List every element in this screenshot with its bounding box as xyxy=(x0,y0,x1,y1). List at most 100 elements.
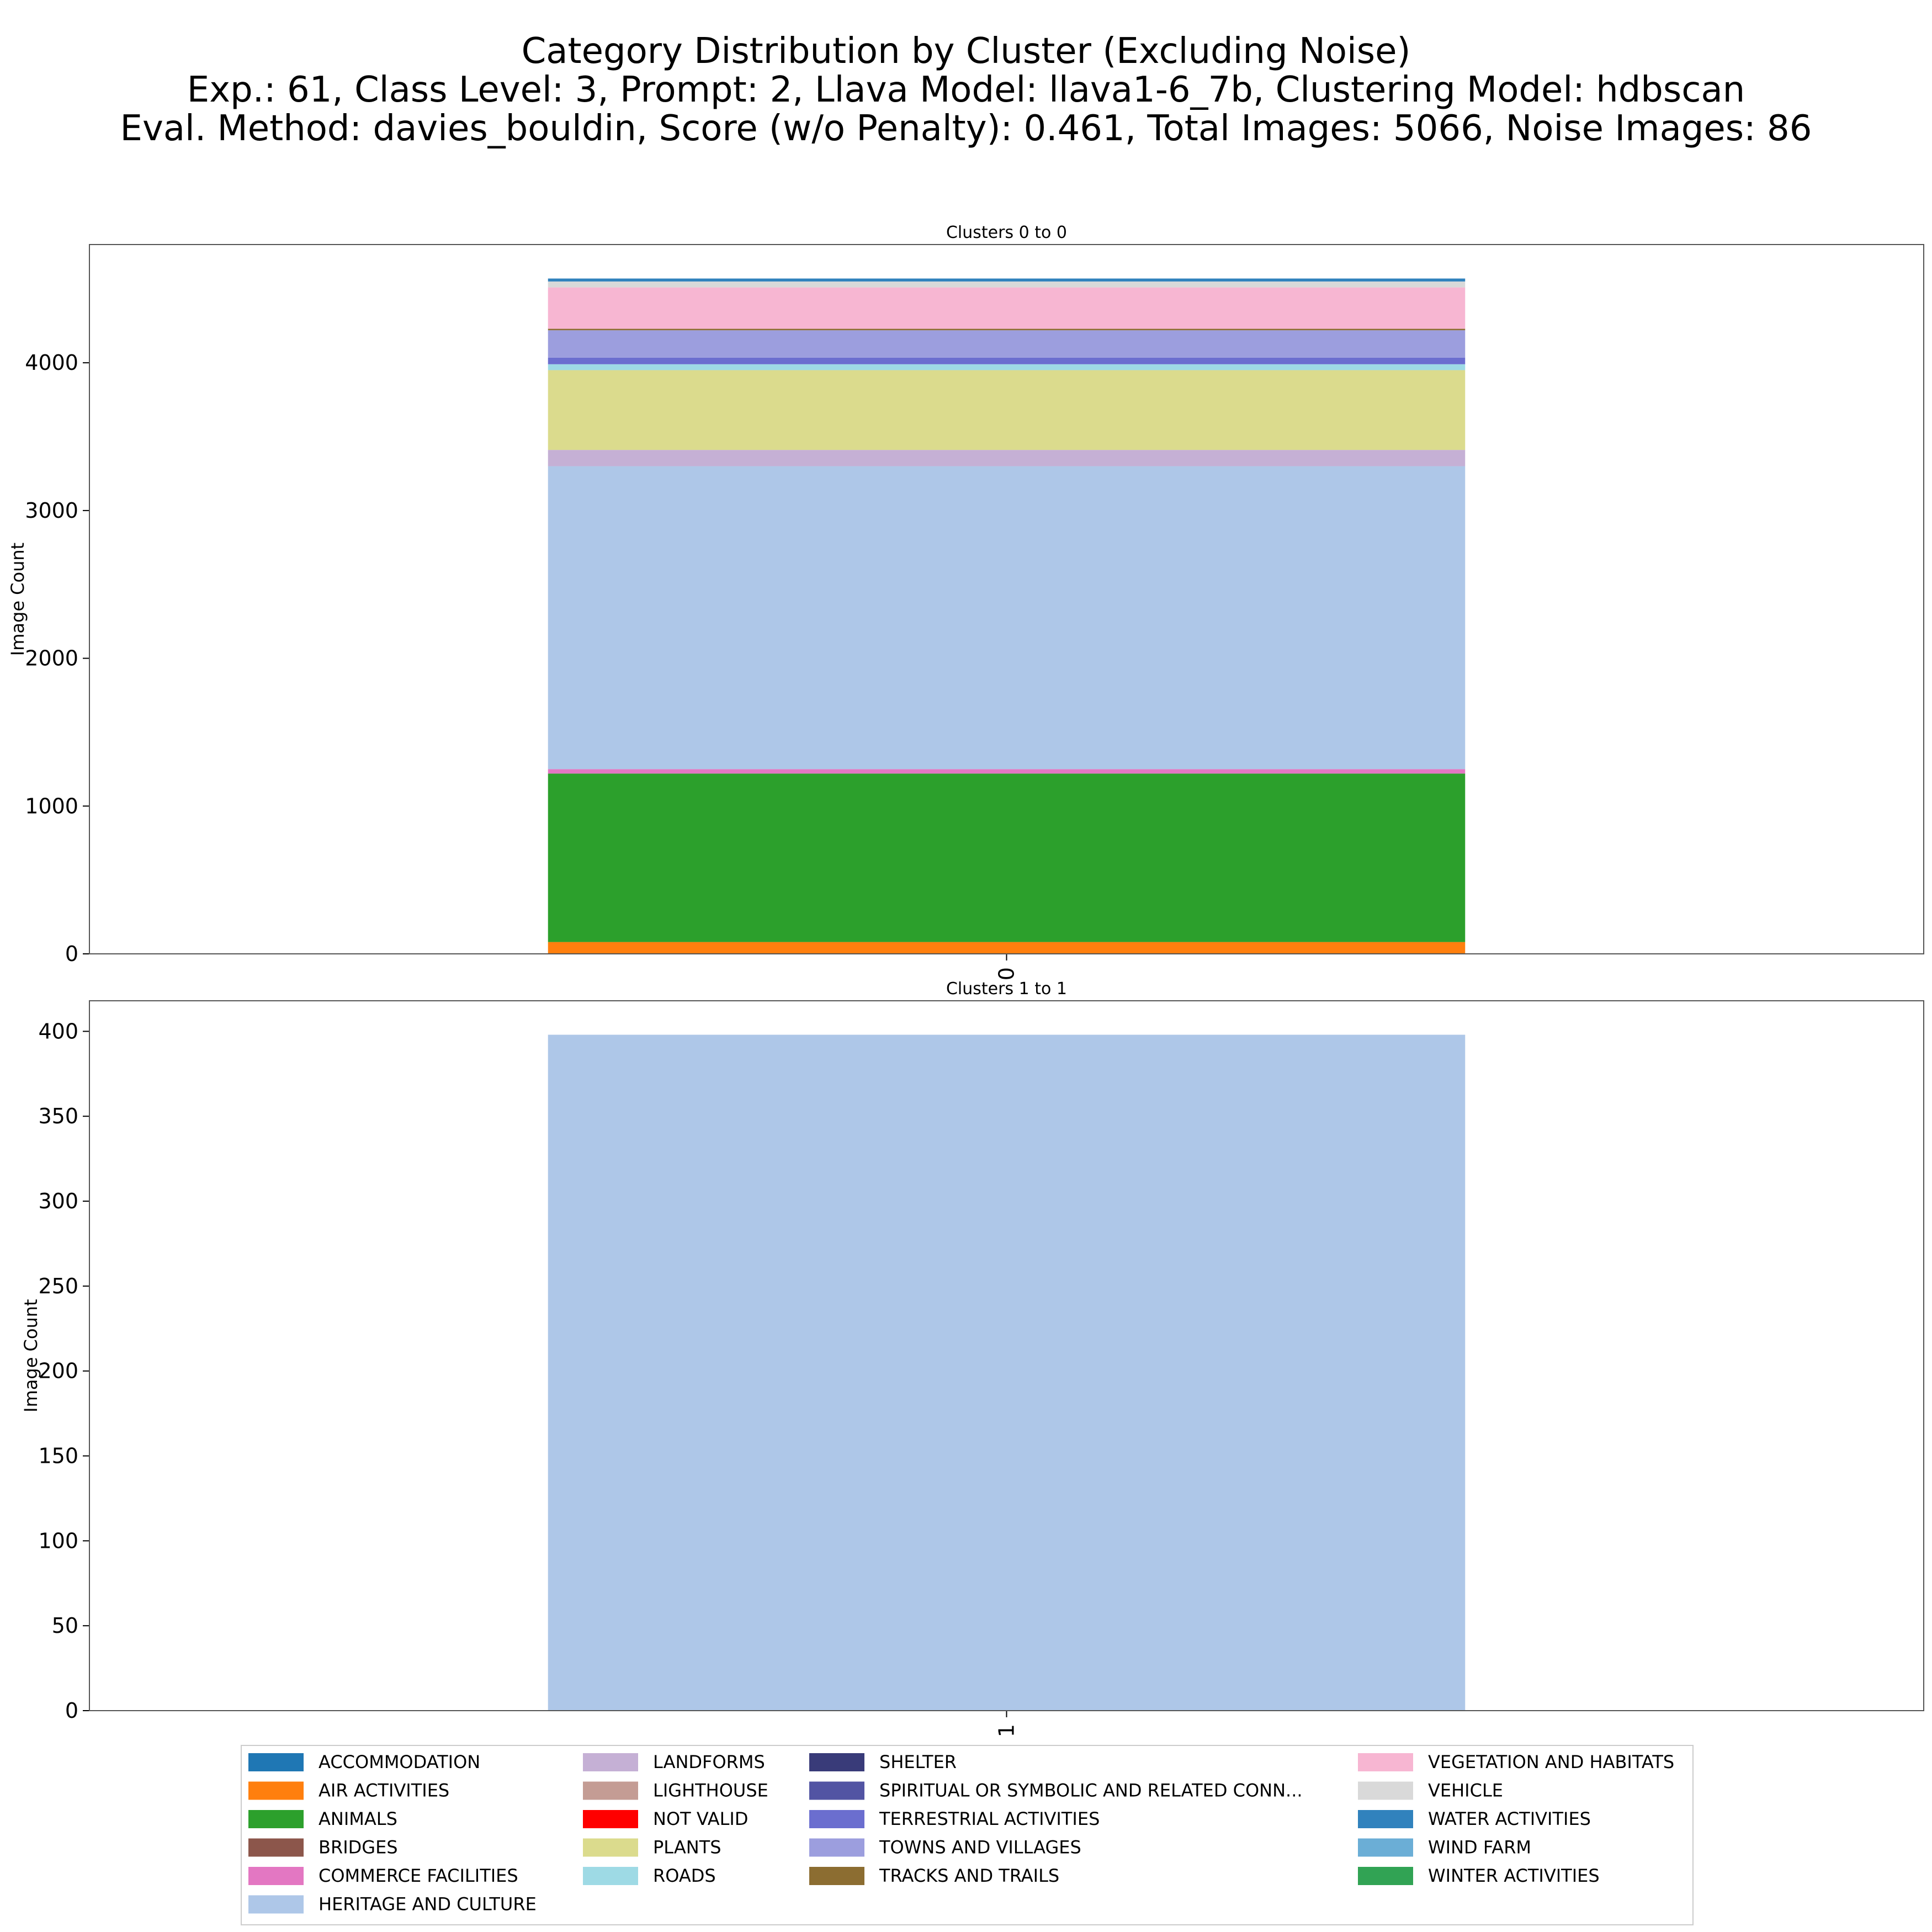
legend-item: ANIMALS xyxy=(248,1808,397,1829)
legend-label: VEHICLE xyxy=(1428,1780,1503,1801)
legend-item: ACCOMMODATION xyxy=(248,1751,480,1772)
legend-swatch xyxy=(248,1810,304,1828)
legend-swatch xyxy=(248,1867,304,1885)
y-tick-label: 2000 xyxy=(25,646,78,671)
legend-label: SHELTER xyxy=(879,1751,957,1772)
legend-label: PLANTS xyxy=(653,1837,721,1858)
figure-title-line-1: Category Distribution by Cluster (Exclud… xyxy=(522,31,1411,72)
bar-segment xyxy=(548,1034,1466,1711)
legend-label: COMMERCE FACILITIES xyxy=(319,1865,518,1886)
bar-segment xyxy=(548,278,1466,282)
chart-panel-1: Clusters 1 to 1 1 0 50 100 150 200 250 300 350 400… xyxy=(20,979,1924,1737)
legend-item: VEHICLE xyxy=(1358,1780,1503,1801)
y-tick-label: 350 xyxy=(38,1104,78,1128)
legend-label: AIR ACTIVITIES xyxy=(319,1780,449,1801)
legend-swatch xyxy=(809,1781,864,1800)
legend-item: LIGHTHOUSE xyxy=(583,1780,768,1801)
legend-swatch xyxy=(583,1838,638,1857)
legend-item: SHELTER xyxy=(809,1751,957,1772)
legend-item: AIR ACTIVITIES xyxy=(248,1780,449,1801)
axes-frame xyxy=(89,1000,1924,1711)
bar-segment xyxy=(548,773,1466,942)
legend-items: ACCOMMODATION AIR ACTIVITIES ANIMALS BRIDGE… xyxy=(248,1751,1674,1915)
axes-frame xyxy=(89,244,1924,954)
legend-swatch xyxy=(1358,1838,1413,1857)
legend-label: WIND FARM xyxy=(1428,1837,1531,1858)
legend-label: LANDFORMS xyxy=(653,1751,765,1772)
bar-segment xyxy=(548,450,1466,466)
x-tick-label: 0 xyxy=(995,967,1019,980)
legend-item: COMMERCE FACILITIES xyxy=(248,1865,518,1886)
legend-swatch xyxy=(809,1838,864,1857)
legend-swatch xyxy=(248,1753,304,1771)
legend-label: VEGETATION AND HABITATS xyxy=(1428,1751,1674,1772)
x-tick-label: 1 xyxy=(995,1724,1019,1737)
legend-item: LANDFORMS xyxy=(583,1751,765,1772)
legend-swatch xyxy=(583,1810,638,1828)
legend-swatch xyxy=(1358,1781,1413,1800)
bar-segment xyxy=(548,769,1466,774)
legend-label: NOT VALID xyxy=(653,1808,748,1829)
legend-swatch xyxy=(583,1867,638,1885)
legend-label: WATER ACTIVITIES xyxy=(1428,1808,1591,1829)
y-tick-label: 4000 xyxy=(25,351,78,375)
legend-swatch xyxy=(1358,1810,1413,1828)
legend-label: TRACKS AND TRAILS xyxy=(879,1865,1059,1886)
y-tick-label: 300 xyxy=(38,1189,78,1213)
legend-item: TERRESTRIAL ACTIVITIES xyxy=(809,1808,1100,1829)
legend-label: SPIRITUAL OR SYMBOLIC AND RELATED CONN..… xyxy=(879,1780,1303,1801)
y-tick-label: 200 xyxy=(38,1359,78,1383)
legend-label: TERRESTRIAL ACTIVITIES xyxy=(879,1808,1100,1829)
legend-item: TRACKS AND TRAILS xyxy=(809,1865,1059,1886)
y-tick-label: 400 xyxy=(38,1019,78,1043)
bar-segment xyxy=(548,370,1466,450)
legend-label: BRIDGES xyxy=(319,1837,398,1858)
figure-title-line-2: Exp.: 61, Class Level: 3, Prompt: 2, Lla… xyxy=(187,70,1745,110)
legend-item: NOT VALID xyxy=(583,1808,748,1829)
bar-segment xyxy=(548,357,1466,364)
panel-title: Clusters 0 to 0 xyxy=(946,223,1067,242)
bar-segment xyxy=(548,330,1466,358)
legend-label: TOWNS AND VILLAGES xyxy=(879,1837,1081,1858)
legend-item: SPIRITUAL OR SYMBOLIC AND RELATED CONN..… xyxy=(809,1780,1303,1801)
y-tick-label: 1000 xyxy=(25,794,78,818)
bar-segment xyxy=(548,942,1466,954)
legend-swatch xyxy=(809,1867,864,1885)
legend-swatch xyxy=(1358,1867,1413,1885)
figure-title-line-3: Eval. Method: davies_bouldin, Score (w/o… xyxy=(120,108,1812,149)
bar-segment xyxy=(548,364,1466,370)
y-axis-label: Image Count xyxy=(7,543,28,656)
bar-segment xyxy=(548,287,1466,329)
legend-item: VEGETATION AND HABITATS xyxy=(1358,1751,1674,1772)
bar-segment xyxy=(548,281,1466,288)
y-tick-label: 250 xyxy=(38,1274,78,1298)
y-tick-label: 3000 xyxy=(25,498,78,523)
legend-item: BRIDGES xyxy=(248,1837,398,1858)
legend-swatch xyxy=(248,1781,304,1800)
legend-label: ACCOMMODATION xyxy=(319,1751,480,1772)
y-tick-label: 50 xyxy=(52,1613,78,1638)
legend-swatch xyxy=(583,1753,638,1771)
legend-swatch xyxy=(248,1895,304,1914)
legend-item: HERITAGE AND CULTURE xyxy=(248,1894,537,1915)
legend: ACCOMMODATION AIR ACTIVITIES ANIMALS BRIDGE… xyxy=(241,1745,1694,1925)
legend-label: ROADS xyxy=(653,1865,716,1886)
legend-frame xyxy=(241,1745,1694,1925)
legend-item: TOWNS AND VILLAGES xyxy=(809,1837,1081,1858)
legend-swatch xyxy=(248,1838,304,1857)
legend-label: ANIMALS xyxy=(319,1808,397,1829)
y-axis-label: Image Count xyxy=(20,1299,41,1412)
legend-label: WINTER ACTIVITIES xyxy=(1428,1865,1600,1886)
legend-swatch xyxy=(1358,1753,1413,1771)
y-tick-label: 150 xyxy=(38,1444,78,1468)
legend-item: PLANTS xyxy=(583,1837,721,1858)
y-tick-label: 0 xyxy=(65,942,78,966)
legend-item: WATER ACTIVITIES xyxy=(1358,1808,1591,1829)
legend-swatch xyxy=(809,1810,864,1828)
y-tick-label: 100 xyxy=(38,1528,78,1553)
chart-panel-0: Clusters 0 to 0 0 0 1000 2000 3000 4000 Image C… xyxy=(7,223,1924,980)
y-tick-label: 0 xyxy=(65,1699,78,1723)
bar-segment xyxy=(548,466,1466,769)
